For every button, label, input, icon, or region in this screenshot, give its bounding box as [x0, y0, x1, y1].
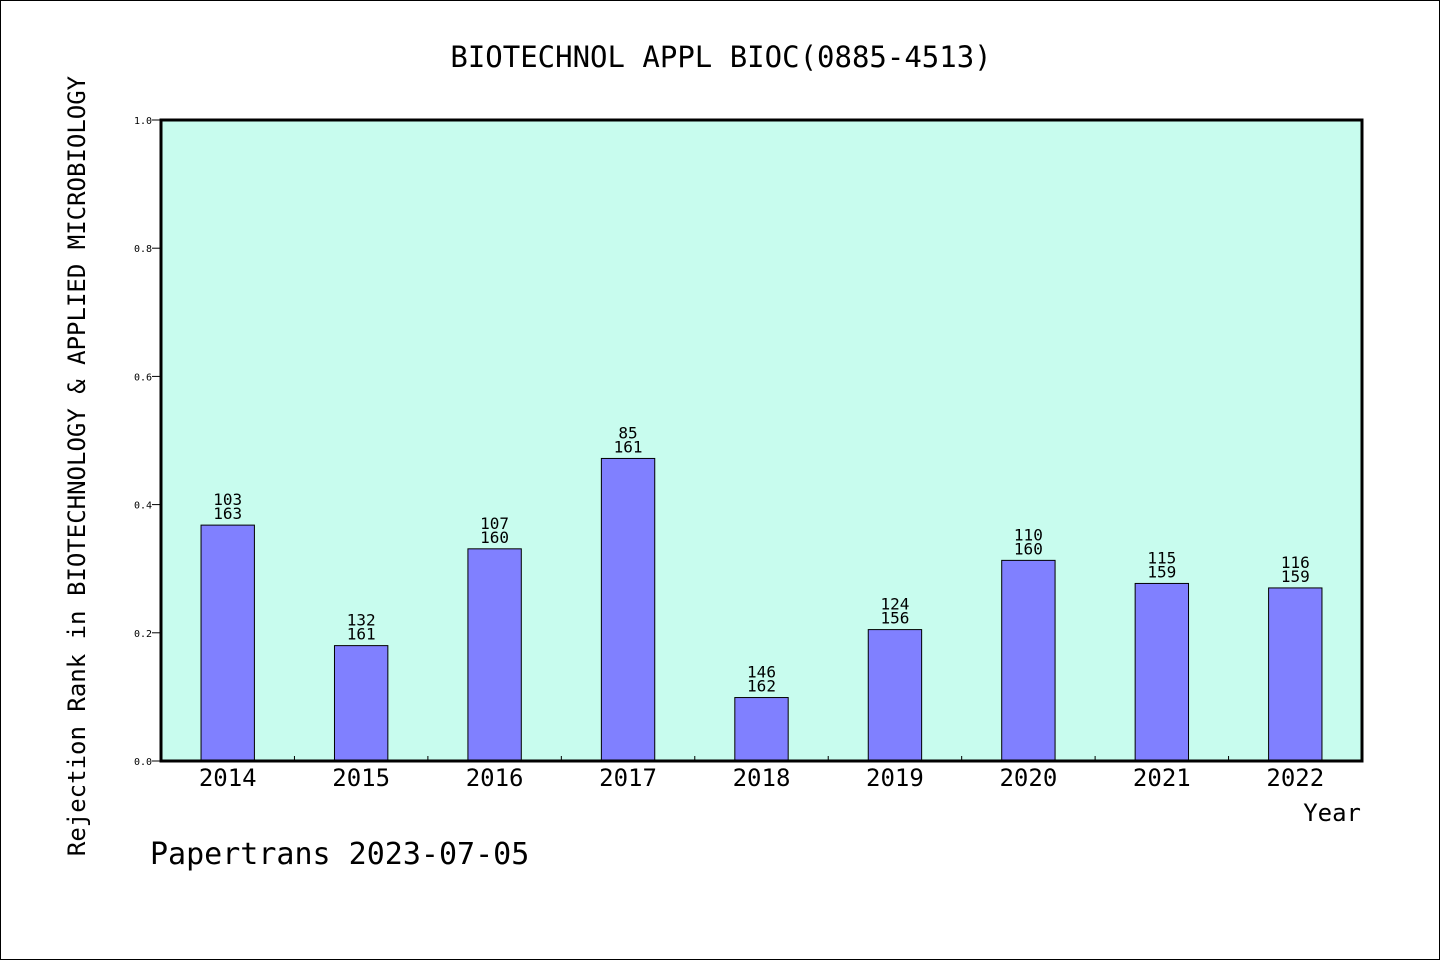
bar [1268, 587, 1323, 762]
x-tick-label: 2017 [599, 764, 657, 792]
bar-label-top: 115 [1147, 548, 1176, 567]
bar [333, 645, 389, 762]
y-tick-label: 0.0 [134, 757, 152, 768]
bar-label-bottom: 160 [1014, 539, 1043, 558]
bar-label-bottom: 161 [614, 437, 643, 456]
bar-label-bottom: 156 [880, 609, 909, 628]
x-tick-label: 2020 [999, 764, 1057, 792]
y-tick-label: 1.0 [134, 116, 152, 127]
bar-label-bottom: 161 [347, 625, 376, 644]
bar-labels: 1031631321611071608516114616212415611016… [213, 423, 1309, 695]
bar [1001, 559, 1056, 762]
chart-title: BIOTECHNOL APPL BIOC(0885-4513) [450, 40, 991, 74]
y-tick-label: 0.4 [134, 501, 152, 512]
bar-label-top: 85 [618, 423, 637, 442]
footer-text: Papertrans 2023-07-05 [150, 837, 529, 872]
bar-label-top: 116 [1281, 553, 1310, 572]
bar [1134, 582, 1190, 762]
bar-label-top: 124 [880, 595, 909, 614]
y-tick-label: 0.2 [134, 629, 152, 640]
bars [200, 457, 1323, 762]
x-tick-label: 2019 [866, 764, 924, 792]
x-tick-label: 2018 [733, 764, 791, 792]
x-tick-label: 2015 [332, 764, 390, 792]
bar [867, 629, 923, 762]
bar-label-top: 146 [747, 663, 776, 682]
x-axis-label: Year [1303, 799, 1361, 827]
plot-border [159, 118, 1364, 763]
bar-label-bottom: 159 [1281, 567, 1310, 586]
bar-label-top: 107 [480, 514, 509, 533]
bar-label-bottom: 163 [213, 504, 242, 523]
bar-label-top: 103 [213, 490, 242, 509]
y-axis-label: Rejection Rank in BIOTECHNOLOGY & APPLIE… [63, 75, 91, 856]
y-tick-label: 0.6 [134, 372, 152, 383]
bar-label-top: 132 [347, 611, 376, 630]
bar [600, 457, 656, 762]
bar-label-bottom: 162 [747, 677, 776, 696]
bar-label-bottom: 160 [480, 528, 509, 547]
bar [734, 697, 789, 762]
x-tick-label: 2016 [466, 764, 524, 792]
y-axis-ticks: 0.0 0.2 0.4 0.6 0.8 1.0 [134, 116, 161, 768]
bar [467, 548, 522, 762]
x-tick-label: 2022 [1266, 764, 1324, 792]
bar-label-bottom: 159 [1147, 562, 1176, 581]
x-tick-label: 2021 [1133, 764, 1191, 792]
x-tick-label: 2014 [199, 764, 257, 792]
bar-label-top: 110 [1014, 525, 1043, 544]
bar [200, 524, 255, 762]
x-axis-ticks: 2014 2015 2016 2017 2018 2019 2020 2021 2022 [199, 756, 1324, 792]
y-tick-label: 0.8 [134, 244, 152, 255]
